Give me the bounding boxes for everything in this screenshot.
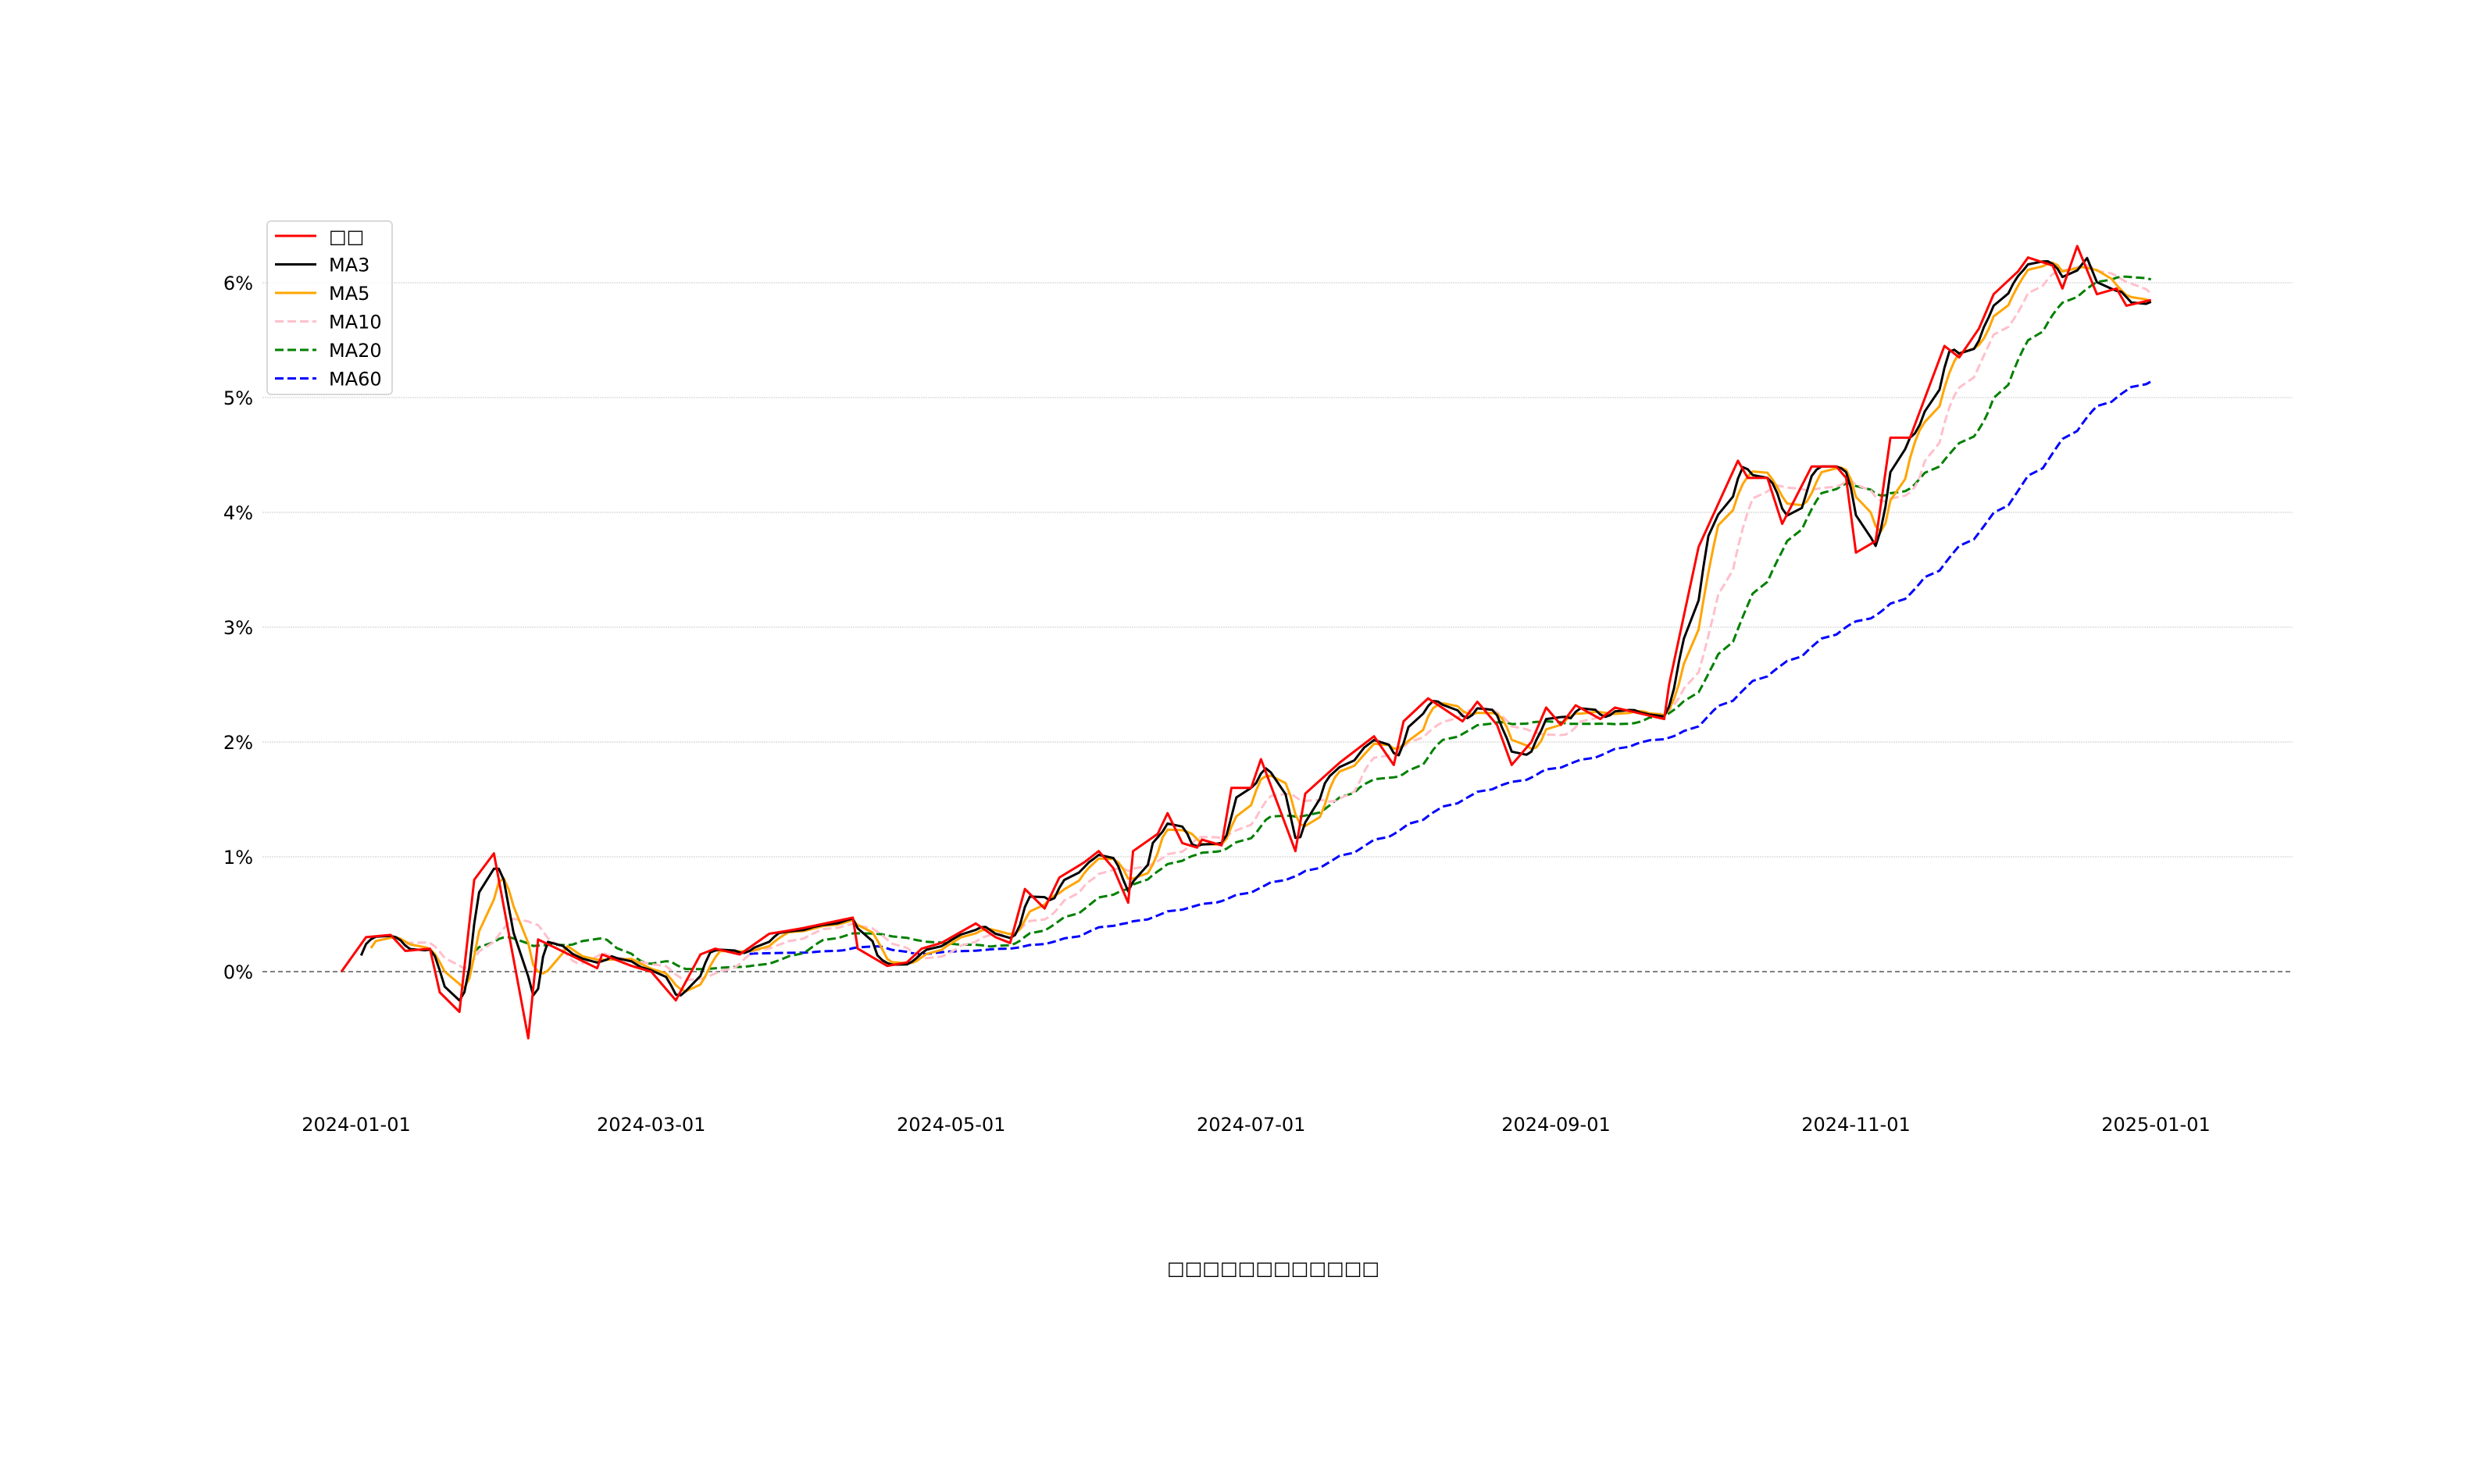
y-tick-label: 0% [223,961,253,983]
x-tick-label: 2025-01-01 [2101,1114,2210,1136]
legend-label: MA20 [329,340,382,362]
y-tick-label: 6% [223,273,253,294]
y-axis-ticks: 0% 1% 2% 3% 4% 5% 6% [223,273,253,983]
legend-label: MA10 [329,312,382,334]
x-tick-label: 2024-07-01 [1197,1114,1305,1136]
x-tick-label: 2024-05-01 [897,1114,1005,1136]
legend-label: MA3 [329,255,369,276]
y-tick-label: 5% [223,387,253,409]
series-lines [340,244,2152,1040]
y-tick-label: 1% [223,847,253,869]
legend-label: □□ [329,226,364,248]
series-line- [340,244,2152,1040]
series-line-ma5 [369,261,2152,993]
x-tick-label: 2024-01-01 [302,1114,410,1136]
series-line-ma10 [405,264,2152,982]
legend: □□ MA3 MA5 MA10 MA20 MA60 [266,220,393,395]
gridlines [262,282,2293,972]
x-axis-label: □□□□□□□□□□□□ [1167,1257,1379,1279]
x-axis-ticks: 2024-01-01 2024-03-01 2024-05-01 2024-07-01… [302,1114,2210,1136]
y-tick-label: 2% [223,732,253,754]
legend-label: MA5 [329,283,369,305]
x-tick-label: 2024-11-01 [1801,1114,1910,1136]
x-tick-label: 2024-03-01 [597,1114,705,1136]
series-line-ma20 [473,275,2152,971]
series-line-ma60 [749,380,2152,956]
y-tick-label: 3% [223,617,253,639]
x-tick-label: 2024-09-01 [1501,1114,1610,1136]
y-tick-label: 4% [223,502,253,524]
series-line-ma3 [359,256,2152,1002]
legend-label: MA60 [329,369,382,391]
